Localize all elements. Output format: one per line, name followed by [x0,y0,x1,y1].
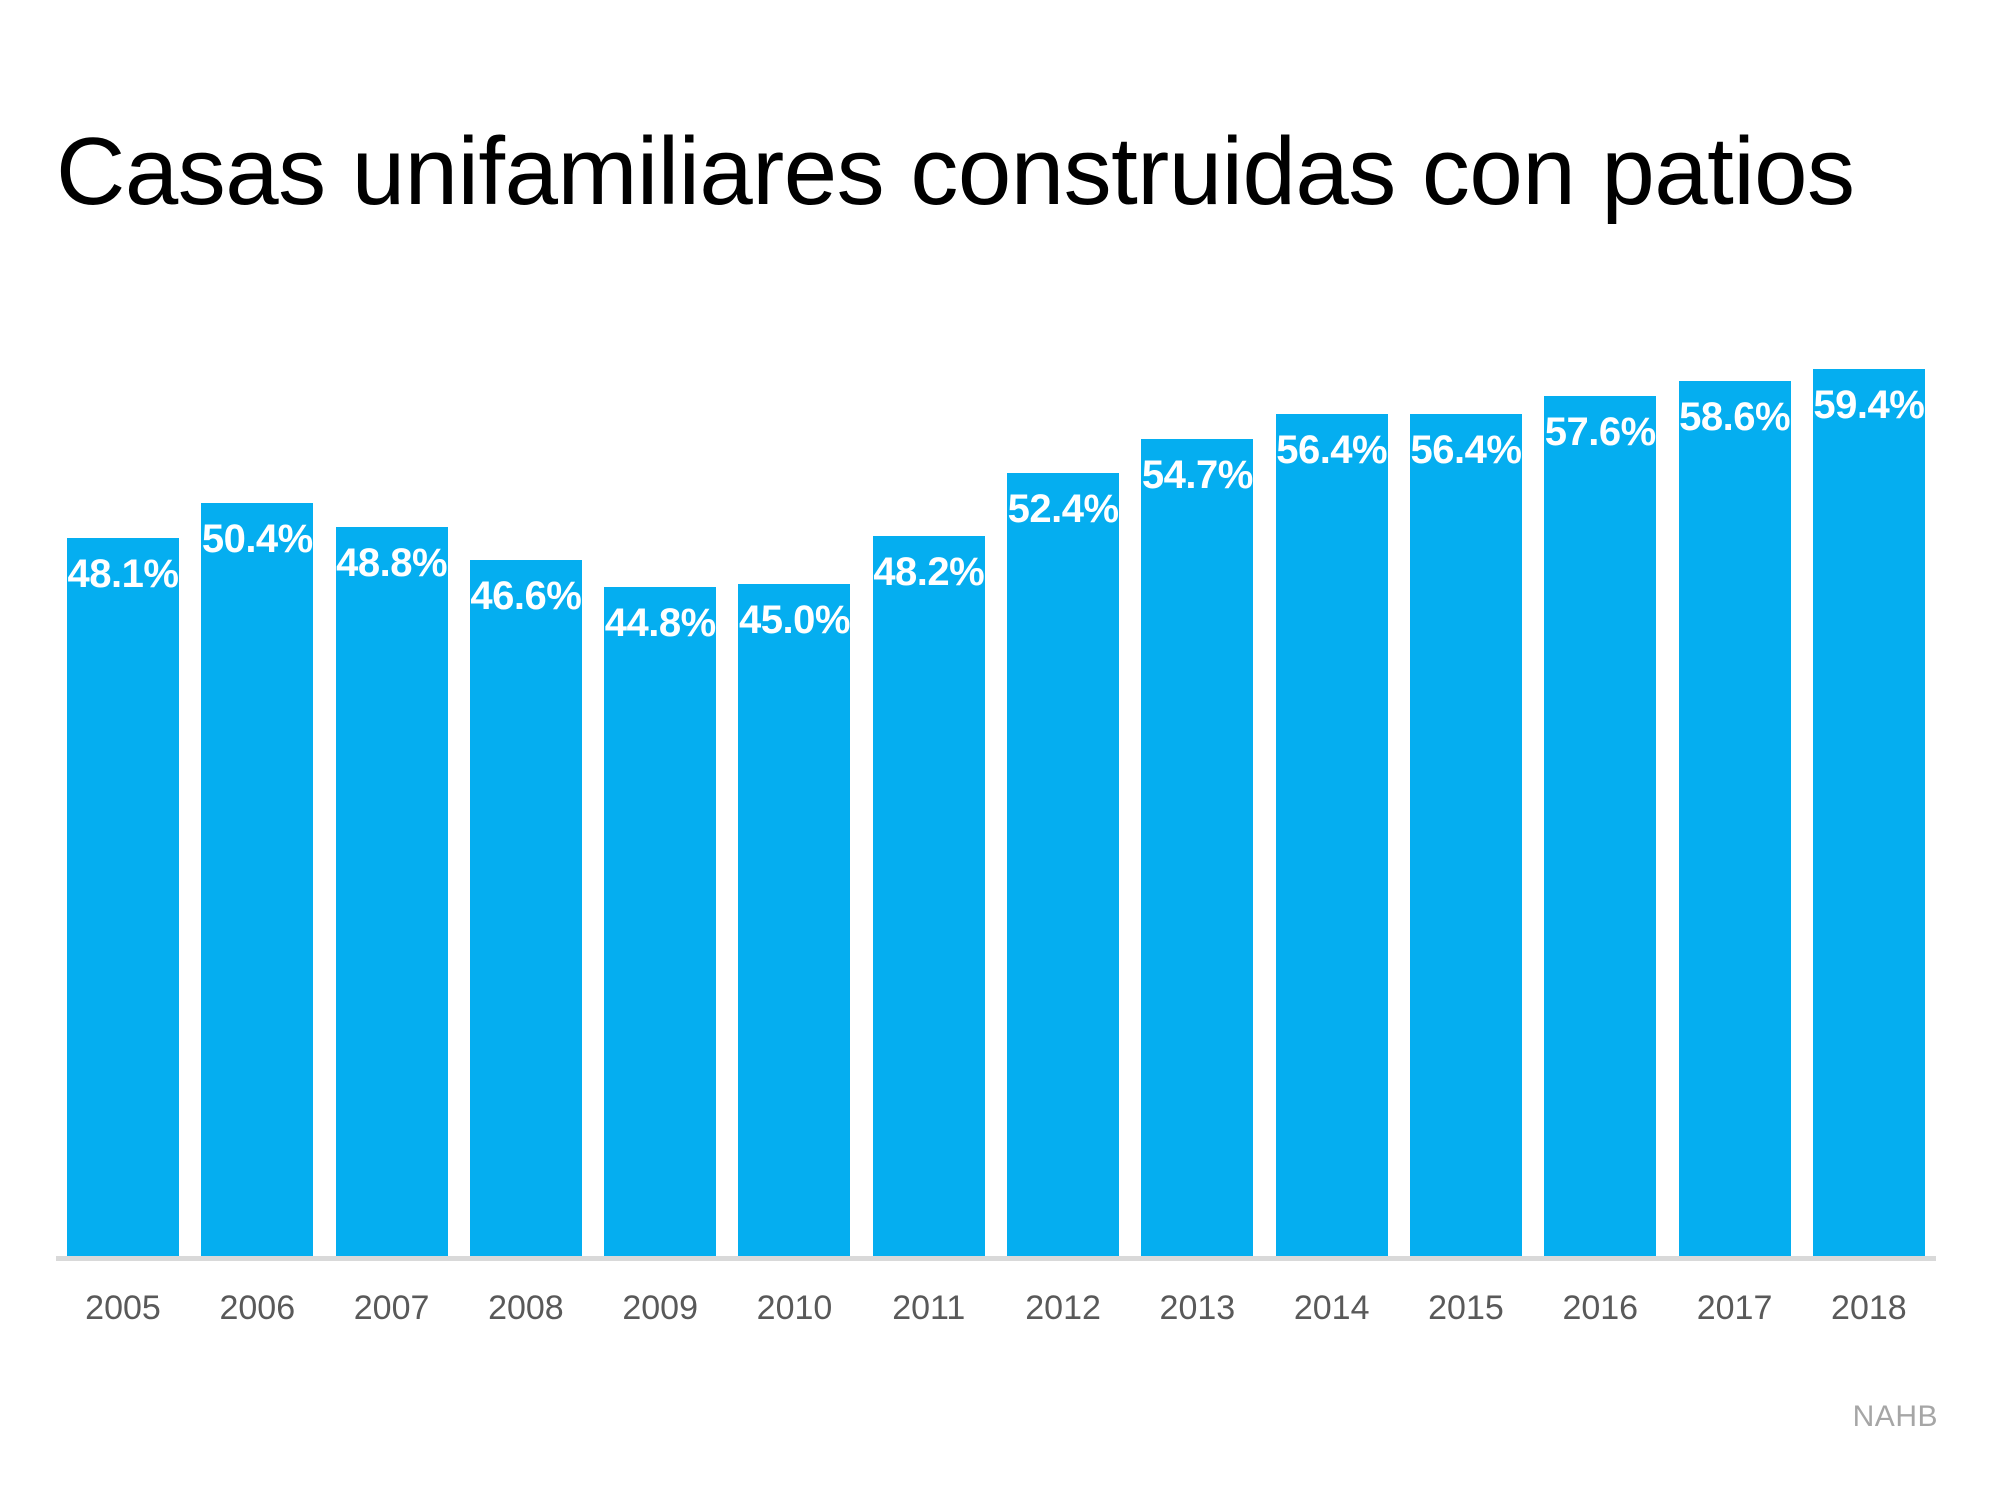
bar-value-label: 54.7% [1141,452,1253,497]
category-label-2011: 2011 [892,1289,966,1327]
category-label-2013: 2013 [1159,1289,1236,1327]
bar-slot: 56.4% [1265,300,1399,1256]
category-label-2018: 2018 [1831,1289,1907,1327]
bar-value-label: 46.6% [470,573,582,618]
bar-slot: 50.4% [190,300,324,1256]
bar-value-label: 56.4% [1410,427,1522,472]
category-label-2017: 2017 [1696,1289,1773,1327]
bar-value-label: 48.1% [67,551,179,596]
bar-value-label: 45.0% [739,597,850,642]
category-label-2008: 2008 [488,1289,564,1327]
page-title: Casas unifamiliares construidas con pati… [56,118,1855,225]
category-label-2016: 2016 [1562,1289,1639,1327]
bar-value-label: 48.8% [336,541,448,586]
bar-slot: 57.6% [1533,300,1667,1256]
bar-value-label: 50.4% [201,517,313,562]
bar-2016[interactable]: 57.6% [1544,395,1657,1256]
bar-2007[interactable]: 48.8% [335,527,448,1256]
bar-2013[interactable]: 54.7% [1141,438,1254,1256]
bar-2018[interactable]: 59.4% [1812,368,1925,1256]
bar-2012[interactable]: 52.4% [1007,473,1120,1256]
bar-slot: 48.1% [56,300,190,1256]
category-axis-labels: 2005 2006 2007 2008 2009 2010 2011 2012 2013 2014… [56,1280,1936,1340]
bar-slot: 54.7% [1130,300,1264,1256]
bar-slot: 59.4% [1802,300,1936,1256]
bar-2011[interactable]: 48.2% [872,536,985,1256]
bar-value-label: 52.4% [1007,487,1119,532]
bar-slot: 44.8% [593,300,727,1256]
category-label-2010: 2010 [756,1289,833,1327]
bar-2014[interactable]: 56.4% [1275,413,1388,1256]
source-attribution: NAHB [1852,1400,1938,1433]
bar-slot: 52.4% [996,300,1130,1256]
category-label-2014: 2014 [1293,1289,1370,1327]
bar-slot: 45.0% [727,300,861,1256]
category-label-2015: 2015 [1428,1289,1504,1327]
category-label-2009: 2009 [622,1289,698,1327]
category-label-2006: 2006 [219,1289,296,1327]
bar-slot: 48.2% [862,300,996,1256]
bar-2006[interactable]: 50.4% [201,503,314,1256]
bar-2009[interactable]: 44.8% [604,586,717,1256]
category-label-2007: 2007 [353,1289,430,1327]
bar-slot: 56.4% [1399,300,1533,1256]
bar-2005[interactable]: 48.1% [67,537,179,1256]
bar-2008[interactable]: 46.6% [469,559,582,1256]
bar-value-label: 58.6% [1679,394,1791,439]
bar-value-label: 48.2% [873,550,985,594]
bar-value-label: 56.4% [1276,427,1388,472]
bar-series-group: 48.1% 50.4% 48.8% 46.6% 44.8% 45.0% 48.2% 52.4%… [56,300,1936,1256]
category-label-2005: 2005 [85,1289,161,1327]
category-label-2012: 2012 [1025,1289,1101,1327]
bar-value-label: 44.8% [604,600,716,645]
bar-slot: 46.6% [459,300,593,1256]
bar-value-label: 57.6% [1544,409,1656,454]
bar-2010[interactable]: 45.0% [738,583,851,1256]
bar-2017[interactable]: 58.6% [1678,380,1791,1256]
category-axis-line [56,1256,1936,1261]
bar-2015[interactable]: 56.4% [1409,413,1522,1256]
bar-slot: 48.8% [325,300,459,1256]
bar-value-label: 59.4% [1813,382,1925,427]
bar-slot: 58.6% [1668,300,1802,1256]
